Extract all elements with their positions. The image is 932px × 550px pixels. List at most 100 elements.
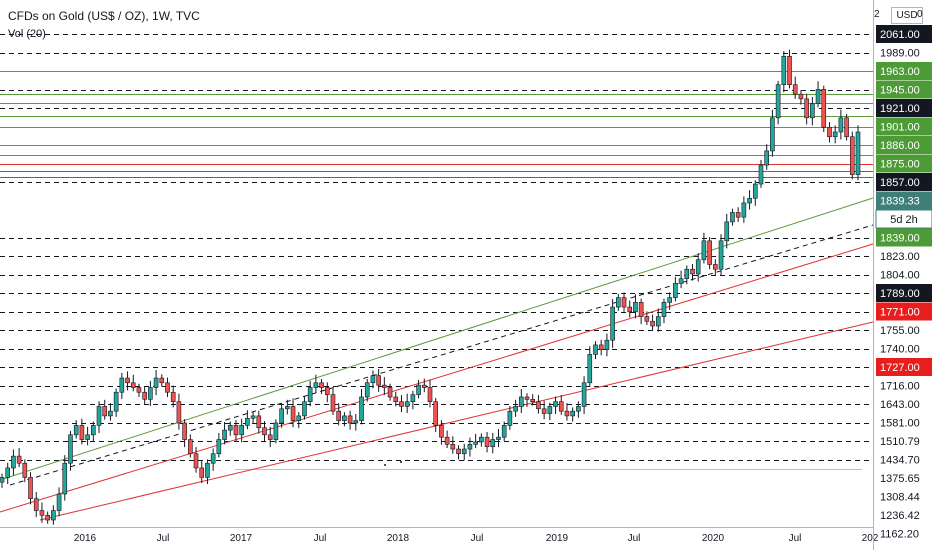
price-tag-label: 1875.00 [880, 159, 920, 171]
price-tag-current [876, 191, 932, 210]
candle-body [827, 126, 832, 138]
price-tag-label: 1716.00 [880, 381, 920, 393]
candle-body [701, 240, 707, 261]
candle-body [342, 415, 347, 421]
candle-body [587, 354, 593, 384]
price-tag-green [876, 80, 932, 99]
candle-body [547, 406, 553, 414]
candle-body [0, 477, 5, 483]
candle-body [844, 117, 849, 138]
price-tag-label: 1375.65 [880, 473, 920, 485]
candle-body [678, 278, 684, 284]
candle-body [849, 136, 855, 175]
chart-dot [400, 461, 402, 463]
candle-body [616, 297, 621, 308]
candle-body [273, 422, 279, 440]
candle-body [250, 415, 256, 419]
volume-indicator-label[interactable]: Vol (20) [8, 28, 46, 40]
candle-body [56, 493, 62, 511]
time-axis-label: 2020 [702, 533, 725, 544]
candle-body [421, 384, 427, 388]
price-tag-label: 1727.00 [880, 362, 920, 374]
candle-body [307, 387, 313, 403]
candle-body [142, 391, 147, 400]
candle-body [610, 306, 615, 341]
price-tag-label: 1963.00 [880, 66, 920, 78]
candle-body [536, 401, 541, 410]
candle-body [45, 514, 50, 521]
price-tag-label: 5d 2h [890, 214, 918, 226]
time-axis-label: 2016 [74, 533, 97, 544]
price-tag-label: 1839.33 [880, 196, 920, 208]
candle-body [227, 425, 233, 431]
candle-body [353, 420, 359, 424]
candle-body [461, 448, 467, 455]
price-tag-red [876, 302, 932, 321]
candle-body [524, 396, 530, 400]
candle-body [741, 202, 747, 218]
candle-body [33, 498, 39, 511]
candle-body [79, 425, 85, 440]
price-tag-label: 1771.00 [880, 307, 920, 319]
candle-body [747, 197, 752, 204]
price-tag-label: 1434.70 [880, 455, 920, 467]
candle-body [313, 382, 319, 388]
time-axis-label: 2019 [546, 533, 569, 544]
candle-body [170, 391, 176, 403]
candle-body [764, 150, 769, 166]
time-axis-label: Jul [157, 533, 170, 544]
candle-body [787, 55, 792, 85]
candle-body [752, 183, 758, 199]
candle-body [427, 387, 433, 403]
red-trend-line-lower [39, 321, 874, 521]
price-tag-label: 1308.44 [880, 492, 920, 504]
candle-body [450, 443, 456, 450]
time-axis-label: Jul [471, 533, 484, 544]
candle-body [638, 302, 644, 317]
candle-body [279, 408, 284, 424]
candle-body [239, 425, 244, 436]
candle-body [62, 462, 68, 495]
time-axis-label: 202 [862, 533, 879, 544]
candle-body [364, 382, 370, 398]
price-scale[interactable]: 2061.00 1989.00 1963.00 1945.00 1921.00 1901.… [873, 0, 932, 550]
price-tag-green [876, 62, 932, 80]
candle-body [393, 396, 399, 403]
time-axis-label: Jul [789, 533, 802, 544]
candle-body [667, 297, 672, 303]
candle-body [91, 425, 96, 436]
candle-body [85, 434, 90, 440]
price-tag-label: 1886.00 [880, 140, 920, 152]
price-tag-label: 1901.00 [880, 122, 920, 134]
price-tag-green [876, 154, 932, 173]
price-tag-label: 1740.00 [880, 344, 920, 356]
currency-button[interactable]: USD [891, 7, 923, 24]
candle-body [564, 410, 570, 417]
candle-body [593, 344, 598, 355]
price-tag-black [876, 173, 932, 191]
candle-body [359, 396, 364, 421]
price-tag-label: 1839.00 [880, 233, 920, 245]
time-axis-label: Jul [314, 533, 327, 544]
candle-body [404, 401, 410, 407]
price-tag-label: 1823.00 [880, 251, 920, 263]
candle-body [125, 377, 130, 384]
candle-body [153, 377, 159, 388]
candle-body [136, 387, 142, 393]
candle-body [113, 391, 119, 412]
candle-body [581, 382, 587, 407]
candle-body [285, 406, 290, 410]
candle-body [399, 401, 404, 407]
candle-body [490, 439, 496, 447]
candle-body [205, 462, 210, 478]
time-axis: 2016 Jul 2017 Jul 2018 Jul 2019 Jul 2020 Jul 202 [0, 527, 879, 544]
candle-body [336, 410, 341, 421]
price-tag-red [876, 358, 932, 376]
chart-title: CFDs on Gold (US$ / OZ), 1W, TVC [8, 9, 200, 23]
candle-body [216, 439, 222, 455]
candle-body [387, 387, 393, 398]
candle-body [730, 212, 735, 223]
candle-body [16, 455, 22, 464]
candle-body [119, 377, 125, 393]
